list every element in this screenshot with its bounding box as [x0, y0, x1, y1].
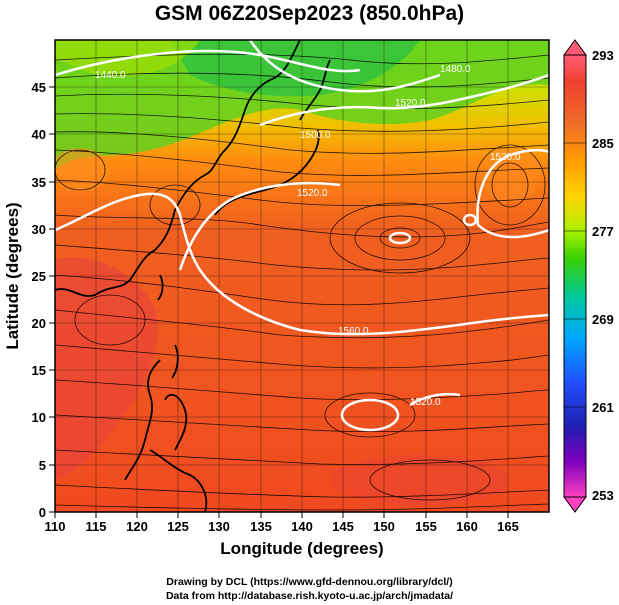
- colorbar-tick: 253: [592, 488, 614, 503]
- y-tick-label: 15: [32, 363, 46, 378]
- x-axis-label: Longitude (degrees): [220, 539, 383, 558]
- tick-marks: [49, 86, 509, 518]
- colorbar-top-arrow: [563, 39, 587, 56]
- x-tick-label: 115: [86, 519, 107, 534]
- y-axis-label: Latitude (degrees): [3, 202, 22, 349]
- y-tick-label: 0: [39, 505, 46, 520]
- contour-label: 1500.0: [300, 130, 331, 141]
- x-tick-label: 150: [373, 519, 395, 534]
- x-tick-label: 110: [45, 519, 66, 534]
- y-tick-label: 30: [32, 222, 46, 237]
- y-tick-label: 45: [32, 80, 46, 95]
- x-tick-label: 125: [167, 519, 189, 534]
- contour-label: 1520.0: [297, 188, 328, 199]
- map-grid: [55, 40, 549, 512]
- x-tick-label: 165: [497, 519, 519, 534]
- height-contours: [55, 40, 549, 432]
- contour-label: 1480.0: [440, 64, 471, 75]
- colorbar-bottom-arrow: [563, 496, 587, 513]
- x-tick-label: 120: [126, 519, 148, 534]
- colorbar-tick: 285: [592, 136, 614, 151]
- colorbar-tick: 293: [592, 48, 614, 63]
- y-tick-label: 25: [32, 269, 46, 284]
- colorbar: 293 285 277 269 261 253: [563, 39, 614, 513]
- y-tick-label: 5: [39, 458, 46, 473]
- colorbar-scale: [563, 54, 587, 498]
- contour-label: 1520.0: [490, 152, 521, 163]
- x-tick-label: 160: [456, 519, 478, 534]
- x-tick-label: 130: [208, 519, 230, 534]
- y-tick-label: 35: [32, 175, 46, 190]
- x-tick-label: 140: [291, 519, 313, 534]
- y-tick-labels: 0 5 10 15 20 25 30 35 40 45: [32, 80, 46, 520]
- x-tick-label: 155: [415, 519, 437, 534]
- credit-data-source: Data from http://database.rish.kyoto-u.a…: [165, 590, 454, 602]
- x-tick-label: 135: [250, 519, 272, 534]
- contour-label: 1560.0: [338, 326, 369, 337]
- contour-labels: 1560.0 1520.0 1520.0 1520.0 1520.0 1500.…: [95, 64, 521, 408]
- y-tick-label: 20: [32, 316, 46, 331]
- y-tick-label: 40: [32, 127, 46, 142]
- colorbar-tick: 261: [592, 400, 614, 415]
- credit-drawing: Drawing by DCL (https://www.gfd-dennou.o…: [166, 576, 453, 588]
- contour-label: 1440.0: [95, 70, 126, 81]
- x-tick-label: 145: [332, 519, 354, 534]
- contour-label: 1520.0: [410, 397, 441, 408]
- contour-label: 1520.0: [395, 98, 426, 109]
- chart-title: GSM 06Z20Sep2023 (850.0hPa): [154, 2, 465, 25]
- colorbar-tick: 277: [592, 224, 614, 239]
- y-tick-label: 10: [32, 410, 46, 425]
- x-tick-labels: 110 115 120 125 130 135 140 145 150 155 …: [45, 519, 519, 534]
- streamlines: [55, 53, 549, 511]
- colorbar-tick: 269: [592, 312, 614, 327]
